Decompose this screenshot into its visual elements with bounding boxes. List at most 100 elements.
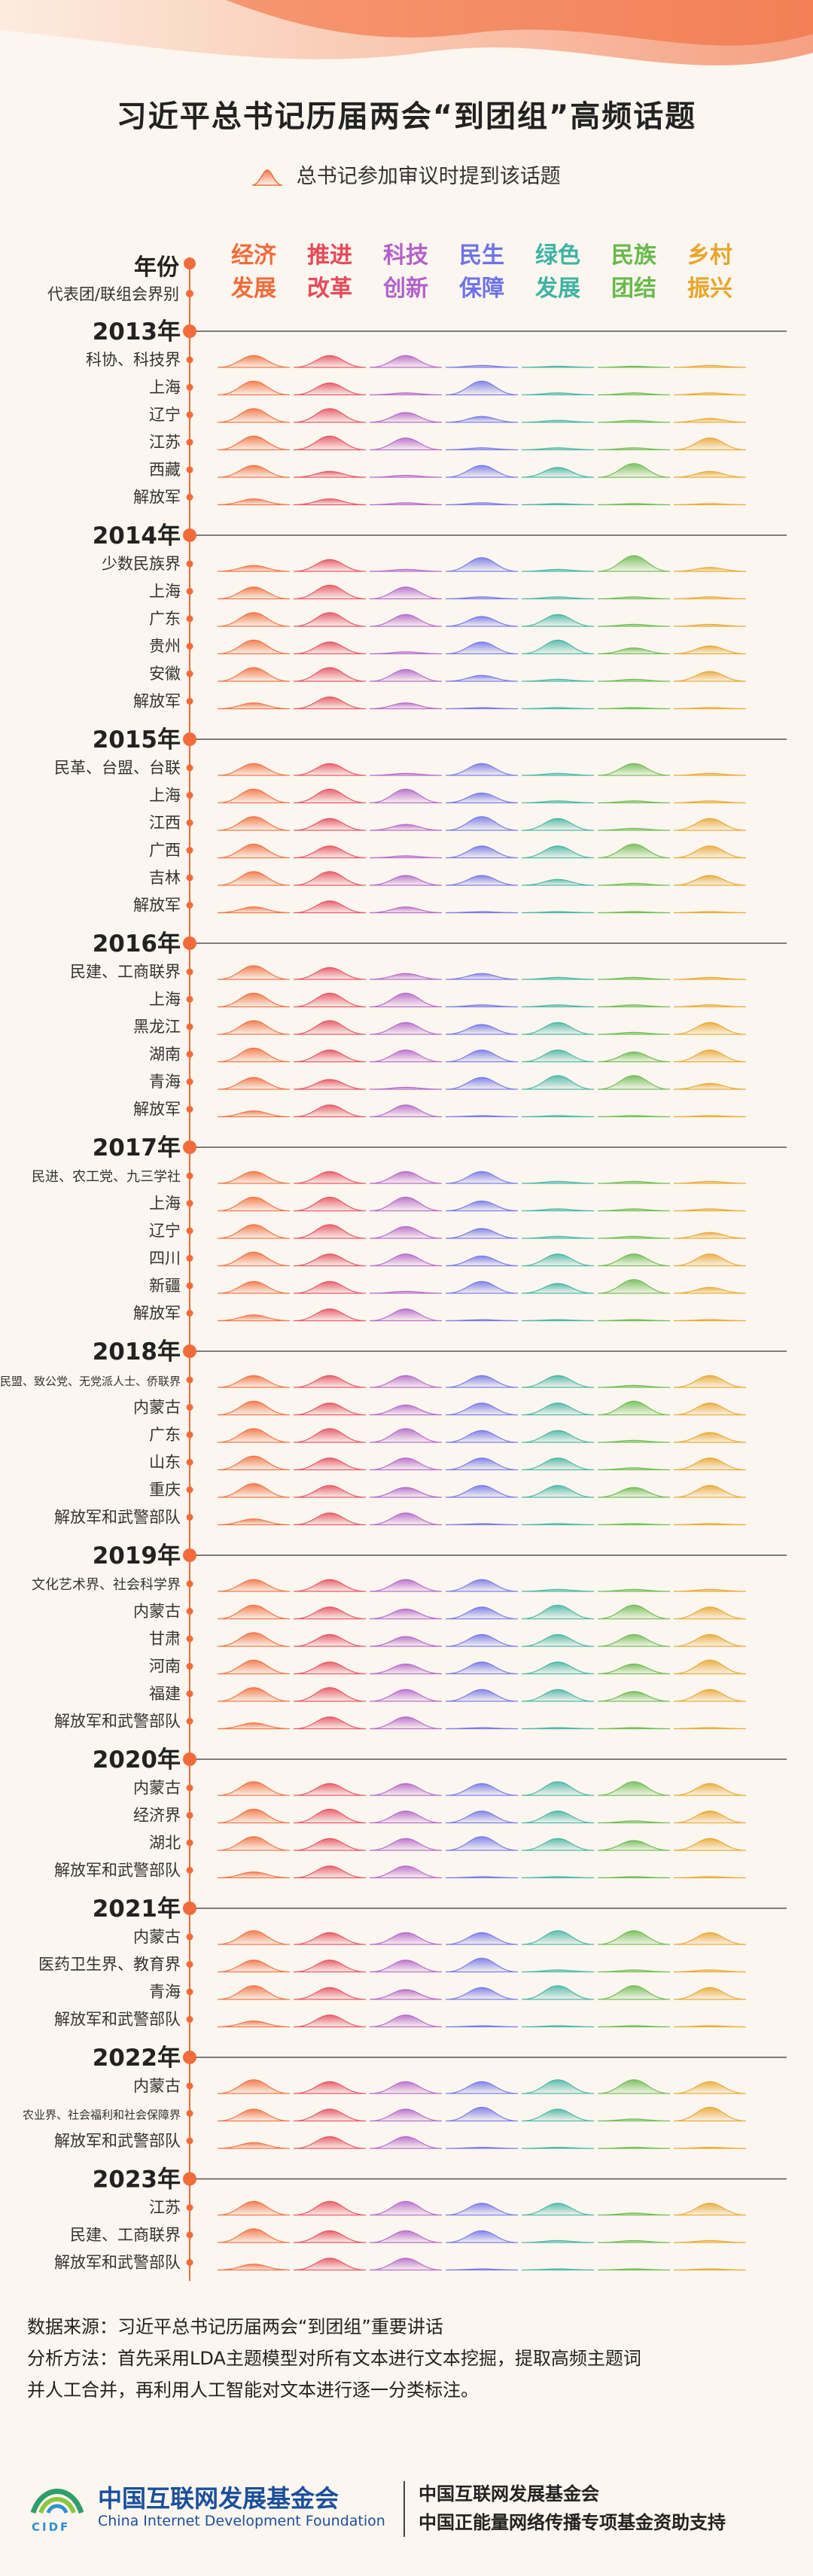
ridge-mark [673,1688,747,1702]
ridge-mark [673,1208,747,1212]
group-label: 吉林 [149,869,181,887]
org-name-en: China Internet Development Foundation [98,2513,385,2529]
ridge-mark [369,2200,443,2216]
ridge-mark [673,392,747,396]
group-dot [186,439,193,446]
group-label: 贵州 [149,638,181,656]
ridge-mark [293,1579,367,1592]
ridge-mark [445,1727,519,1730]
ridge-mark [597,882,671,886]
ridge-mark [521,2079,595,2094]
group-label: 民建、工商联界 [70,2226,181,2244]
topic-livelihood: 民生 保障 [459,242,504,302]
ridge-mark [445,1634,519,1647]
year-label: 2016年 [93,930,181,958]
group-label: 新疆 [149,1277,181,1295]
ridge-mark [293,1716,367,1730]
ridge-mark [369,772,443,776]
group-dot [186,1718,193,1725]
ridge-mark [673,1432,747,1443]
ridge-mark [369,2081,443,2094]
ridge-mark [597,976,671,980]
ridge-mark [445,2268,519,2271]
group-label: 医药卫生界、教育界 [38,1956,181,1974]
header-wave-decoration [0,0,813,65]
ridge-mark [597,2079,671,2094]
group-label: 内蒙古 [133,1779,181,1797]
ridge-mark [597,647,671,655]
ridge-mark [597,1523,671,1526]
ridge-mark [293,1104,367,1118]
ridge-mark [369,1253,443,1267]
ridge-mark [293,1402,367,1416]
group-dot [186,1514,193,1521]
ridge-mark [369,1932,443,1945]
group-label: 广东 [149,1426,181,1444]
ridge-mark [673,2146,747,2149]
ridge-mark [673,1004,747,1008]
ridge-mark [445,911,519,914]
ridge-mark [445,502,519,506]
ridge-mark [293,1224,367,1239]
group-label: 内蒙古 [133,1603,181,1621]
group-label: 山东 [149,1454,181,1472]
ridge-mark [445,2203,519,2216]
ridge-mark [293,641,367,655]
ridge-mark [293,435,367,451]
ridge-mark [445,1932,519,1945]
ridge-mark [293,2081,367,2094]
ridge-mark [217,992,291,1008]
group-dot [186,1580,193,1588]
ridge-mark [369,1226,443,1239]
ridge-mark [673,1180,747,1184]
ridge-mark [217,1930,291,1945]
ridge-mark [293,612,367,627]
ridge-mark [597,1663,671,1675]
ridge-mark [445,1457,519,1471]
group-dot [186,2137,193,2145]
ridge-mark [673,1876,747,1879]
ridge-mark [217,1579,291,1592]
ridge-mark [673,645,747,655]
ridge-mark [445,1661,519,1675]
group-label: 科协、科技界 [86,351,181,369]
group-label: 辽宁 [149,406,181,424]
method-note-line1: 分析方法：首先采用LDA主题模型对所有文本进行文本挖掘，提取高频主题词 [27,2348,641,2369]
ridge-mark [445,875,519,886]
ridge-mark [369,392,443,396]
ridge-mark [217,1871,291,1879]
ridge-mark [521,639,595,655]
ridge-mark [445,641,519,655]
ridge-mark [673,707,747,710]
ridge-mark [293,1512,367,1526]
group-label: 文化艺术界、社会科学界 [32,1577,181,1593]
ridge-mark [445,1523,519,1526]
page-title: 习近平总书记历届两会“到团组”高频话题 [116,99,697,134]
ridge-mark [673,1049,747,1063]
group-label: 青海 [149,1983,181,2001]
ridge-mark [293,408,367,423]
ridge-mark [217,1483,291,1498]
year-dot [183,936,196,950]
ridge-mark [369,568,443,572]
ridge-mark [293,1838,367,1851]
year-dot [183,732,196,746]
group-dot [186,1404,193,1411]
ridge-mark [521,1727,595,1730]
ridge-mark [445,1375,519,1388]
ridge-mark [217,2264,291,2271]
group-label: 解放军和武警部队 [54,2011,181,2029]
group-dot [186,384,193,391]
ridge-mark [445,1049,519,1063]
ridge-mark [673,623,747,627]
ridge-mark [521,976,595,980]
year-label: 2022年 [93,2045,181,2072]
ridge-mark [293,696,367,710]
ridge-mark [597,1876,671,1879]
group-dot [186,1867,193,1874]
ridge-mark [673,567,747,572]
ridge-mark [217,380,291,396]
ridge-mark [673,1115,747,1118]
ridge-mark [369,855,443,859]
group-dot [186,902,193,909]
